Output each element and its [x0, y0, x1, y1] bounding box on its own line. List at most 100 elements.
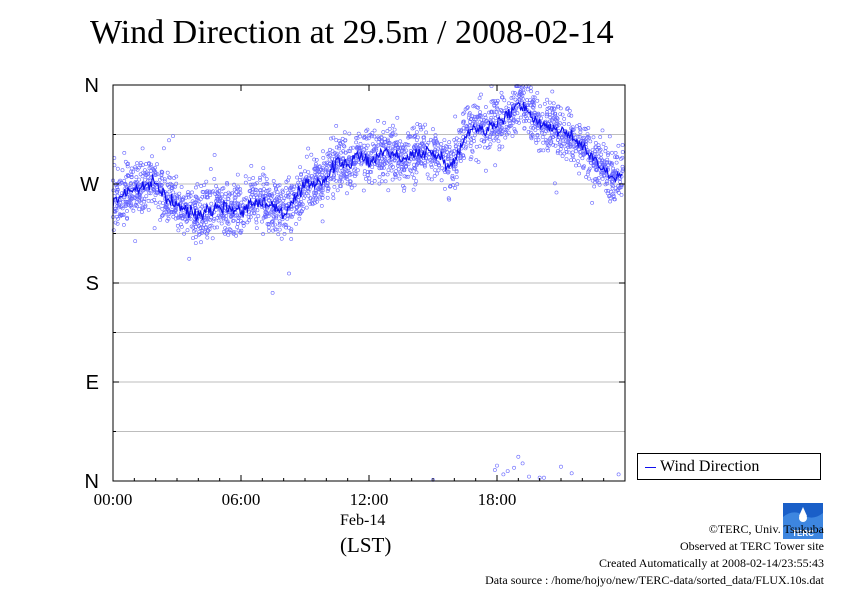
data-point: [614, 155, 619, 160]
data-point: [334, 145, 339, 150]
data-point: [493, 163, 498, 168]
data-point: [258, 188, 262, 193]
data-point: [114, 214, 119, 219]
data-point: [135, 161, 139, 166]
data-point: [443, 170, 448, 175]
data-point: [497, 144, 502, 149]
data-point: [159, 169, 164, 174]
data-point: [548, 112, 552, 117]
data-point: [569, 158, 574, 163]
data-point: [513, 129, 517, 134]
data-point: [545, 106, 550, 111]
data-point: [451, 165, 456, 170]
data-point: [321, 155, 326, 160]
data-point: [261, 232, 266, 236]
data-point: [143, 172, 148, 177]
data-point: [389, 134, 394, 139]
data-point: [572, 132, 577, 137]
data-point: [415, 122, 420, 126]
data-point: [389, 168, 394, 173]
data-point: [272, 191, 277, 196]
data-point: [470, 121, 475, 126]
data-point: [605, 191, 610, 196]
data-point: [470, 148, 475, 153]
data-point: [334, 153, 339, 158]
data-point: [479, 114, 484, 118]
data-point: [600, 128, 605, 133]
data-point: [549, 139, 554, 144]
data-point: [496, 139, 501, 144]
data-point: [445, 150, 449, 154]
data-point: [319, 192, 324, 197]
data-point: [535, 98, 540, 103]
data-point: [483, 113, 488, 117]
data-point: [429, 177, 434, 182]
data-point: [544, 137, 548, 142]
data-point: [168, 175, 173, 180]
data-point: [120, 168, 125, 173]
data-point: [138, 163, 143, 168]
data-point: [118, 200, 123, 205]
data-point: [193, 202, 198, 207]
data-point: [355, 136, 360, 140]
data-point: [328, 147, 332, 152]
data-point: [367, 179, 372, 184]
data-point: [551, 106, 556, 111]
data-point: [354, 140, 359, 145]
data-point: [132, 182, 137, 187]
data-point: [229, 200, 234, 205]
data-point: [299, 209, 304, 214]
data-point: [332, 184, 337, 189]
data-point: [163, 210, 168, 214]
data-point: [153, 173, 158, 178]
data-point: [398, 139, 403, 144]
data-point: [461, 112, 465, 116]
chart-title: Wind Direction at 29.5m / 2008-02-14: [90, 14, 614, 51]
data-point: [153, 193, 158, 198]
data-point: [203, 225, 208, 230]
data-point: [536, 137, 541, 142]
data-point: [204, 220, 209, 225]
data-point: [607, 134, 612, 139]
data-point: [419, 141, 424, 146]
data-point: [124, 203, 129, 208]
data-point: [611, 183, 615, 188]
data-point: [140, 174, 145, 179]
data-point: [401, 162, 406, 167]
data-point: [610, 192, 615, 197]
data-point: [558, 121, 563, 126]
data-point: [610, 161, 614, 166]
data-point: [613, 155, 617, 160]
data-point: [176, 214, 181, 219]
data-point: [425, 142, 430, 147]
data-point: [146, 207, 151, 212]
data-point: [605, 181, 610, 186]
data-point: [251, 195, 256, 200]
data-point: [119, 213, 124, 217]
data-point: [115, 189, 119, 194]
data-point: [370, 131, 375, 135]
data-point: [500, 144, 505, 149]
data-point: [236, 215, 241, 220]
data-point: [596, 176, 601, 181]
data-point: [502, 109, 507, 113]
data-point: [420, 161, 425, 166]
data-point: [212, 177, 217, 181]
data-point: [538, 104, 543, 109]
data-point: [489, 109, 494, 114]
data-point: [234, 233, 239, 238]
data-point: [588, 139, 593, 144]
data-point: [261, 182, 266, 187]
data-point: [165, 212, 170, 217]
data-point: [246, 214, 251, 219]
data-point: [198, 202, 203, 207]
data-point: [115, 203, 120, 208]
data-point: [596, 180, 601, 185]
data-point: [560, 112, 565, 117]
data-point: [551, 142, 556, 147]
data-point: [584, 175, 589, 179]
data-point: [450, 175, 455, 180]
data-point: [500, 131, 505, 136]
data-point: [271, 223, 276, 228]
footer-created: Created Automatically at 2008-02-14/23:5…: [599, 556, 824, 570]
